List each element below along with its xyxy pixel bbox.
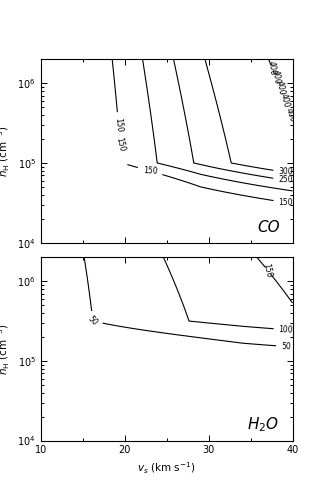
Text: 400: 400 [279, 93, 291, 109]
Text: 300: 300 [278, 167, 293, 177]
Text: 150: 150 [114, 137, 126, 152]
Text: 400: 400 [274, 80, 286, 96]
Text: H$_2$O: H$_2$O [247, 416, 280, 434]
Text: 400: 400 [267, 60, 277, 75]
Text: 150: 150 [143, 166, 158, 176]
Text: 100: 100 [279, 325, 293, 335]
Y-axis label: $n_{\rm H}$ (cm$^{-3}$): $n_{\rm H}$ (cm$^{-3}$) [0, 125, 12, 177]
Text: 50: 50 [86, 314, 99, 328]
Text: 50: 50 [281, 342, 291, 351]
Text: 400: 400 [270, 69, 281, 85]
Y-axis label: $n_{\rm H}$ (cm$^{-3}$): $n_{\rm H}$ (cm$^{-3}$) [0, 323, 12, 375]
Text: 150: 150 [262, 262, 274, 278]
X-axis label: $v_s$ (km s$^{-1}$): $v_s$ (km s$^{-1}$) [137, 461, 196, 476]
Text: 400: 400 [284, 107, 297, 123]
Text: CO: CO [257, 220, 280, 235]
Text: 250: 250 [278, 175, 293, 185]
Text: 150: 150 [279, 198, 293, 207]
Text: 150: 150 [113, 117, 124, 133]
